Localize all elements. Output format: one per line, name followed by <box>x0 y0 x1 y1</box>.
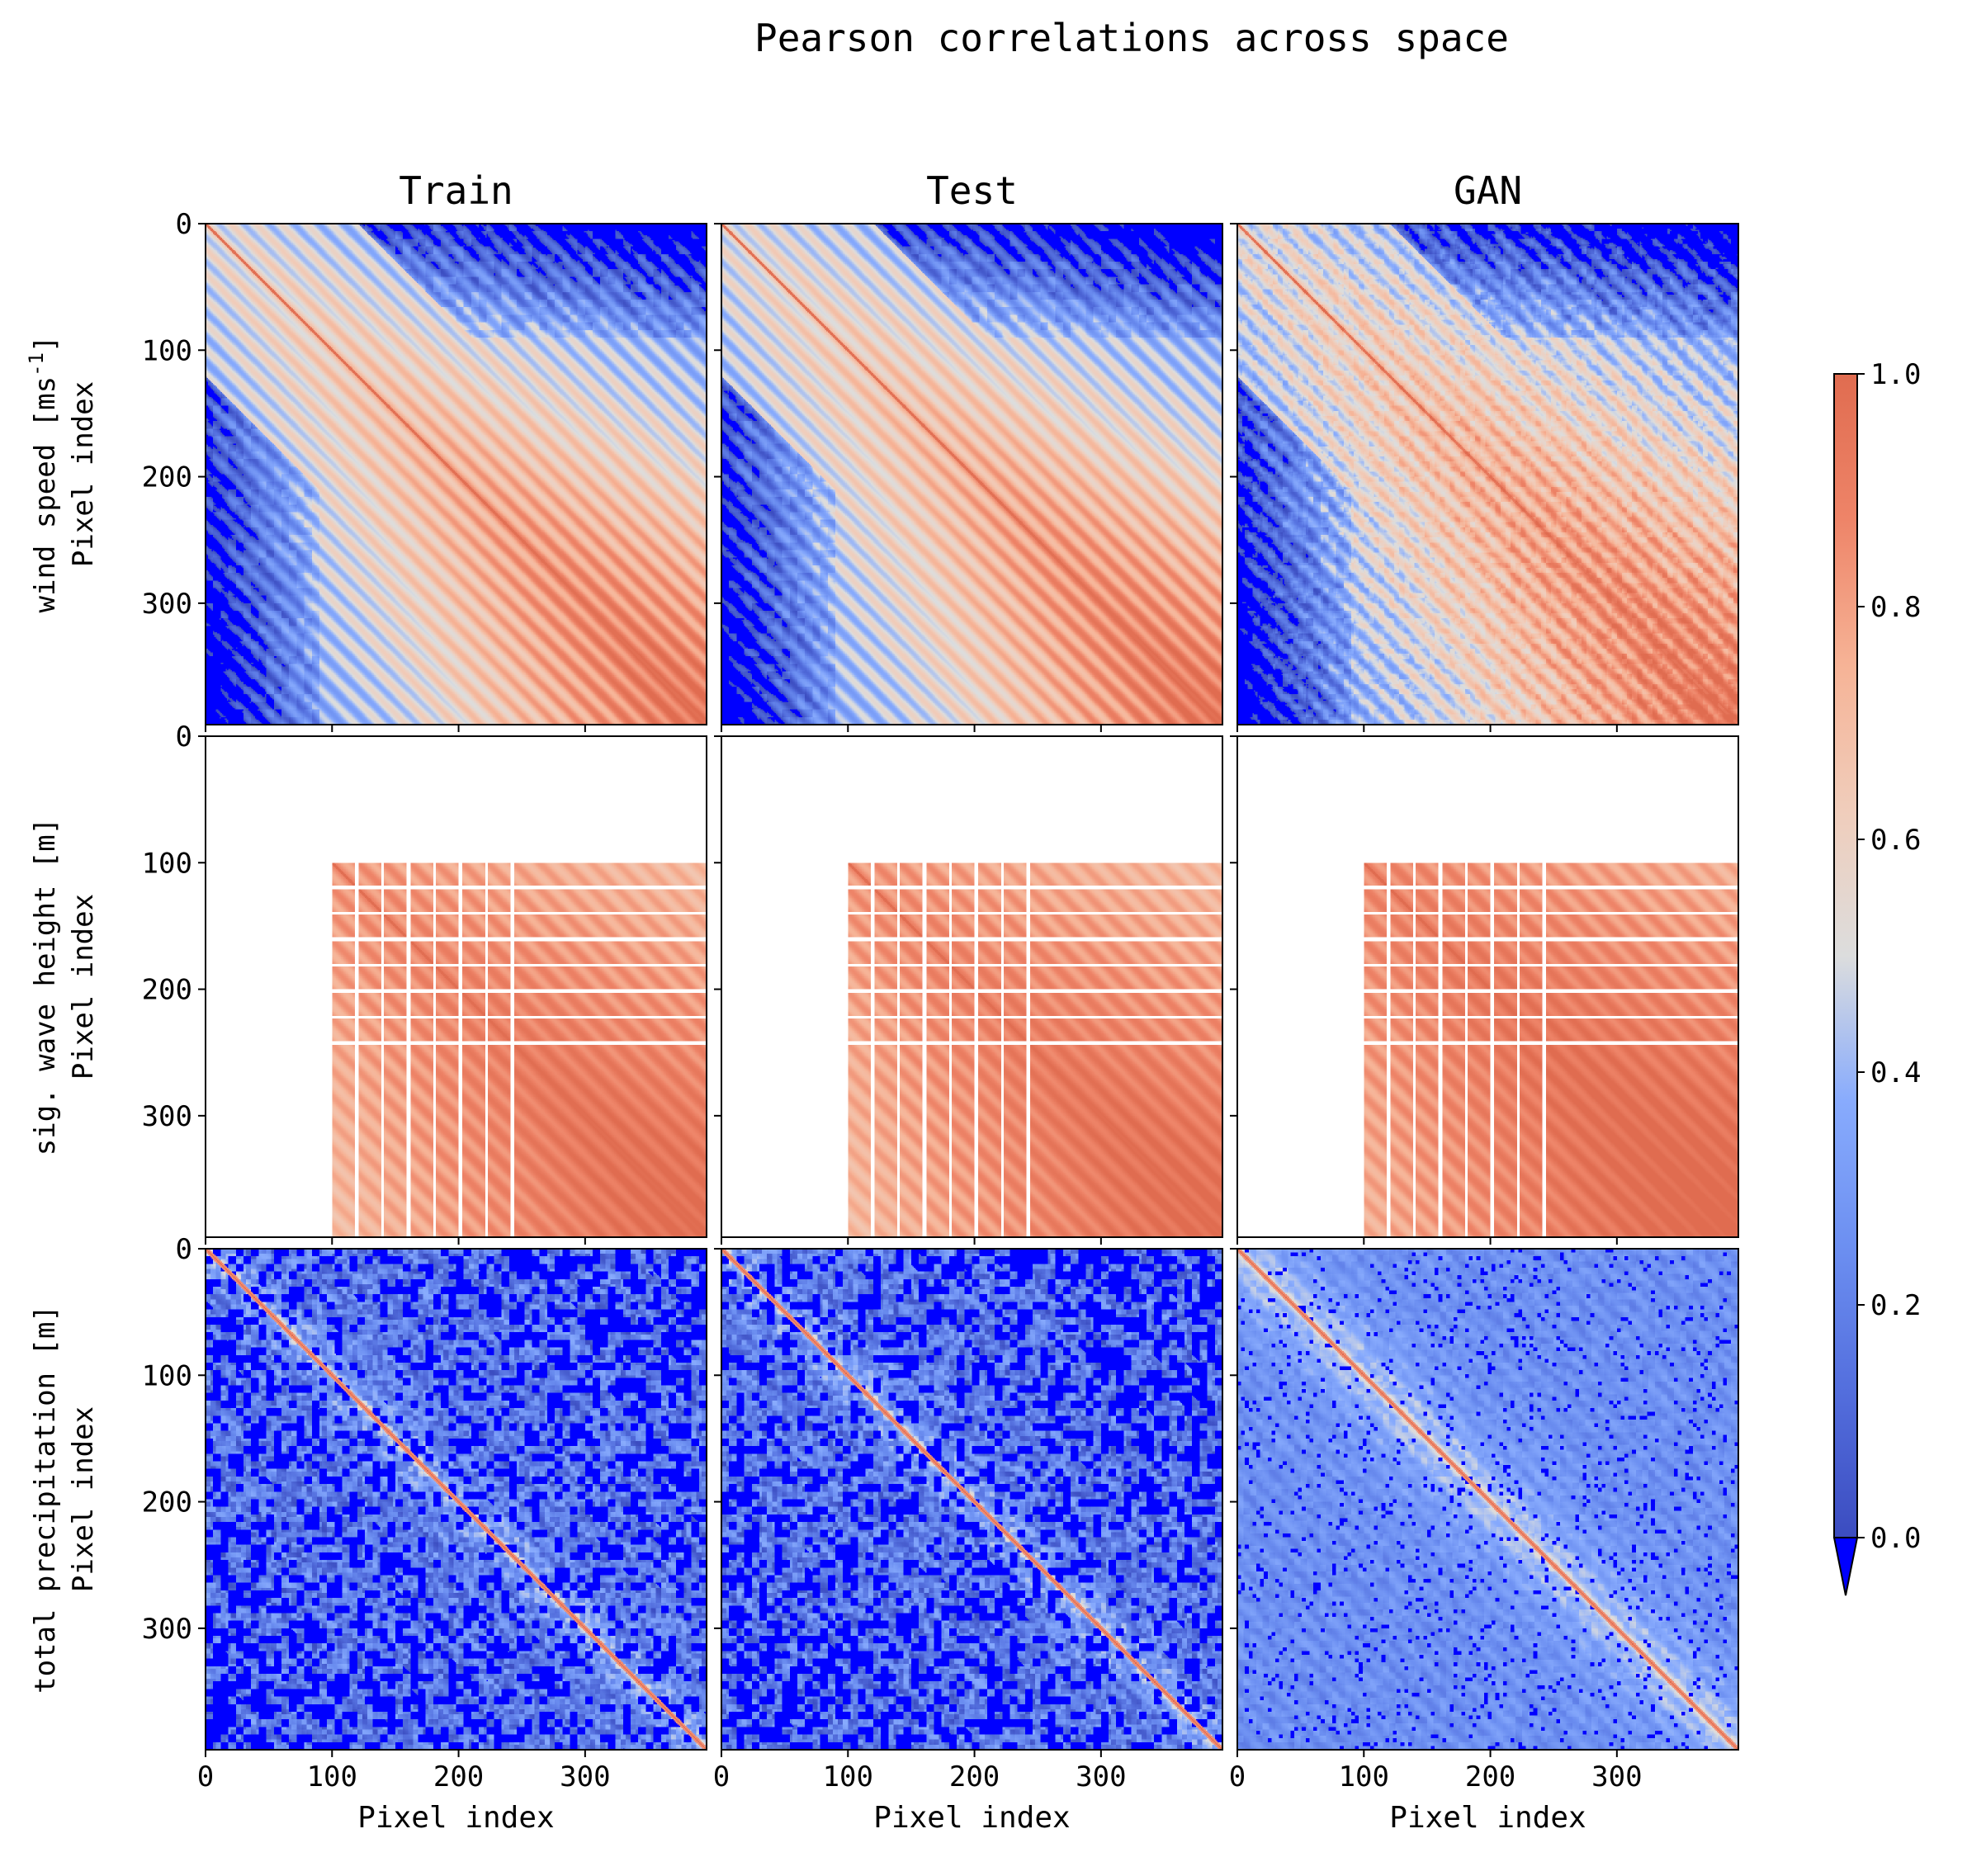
y-axis-label: Pixel index <box>67 381 100 567</box>
panel-frame <box>721 735 1223 1238</box>
x-tick-label: 100 <box>1339 1760 1389 1793</box>
panel-wave_height-train: 0 100 200 300 <box>142 721 707 1245</box>
x-tick-label: 0 <box>1229 1760 1246 1793</box>
x-axis-label: Pixel index <box>873 1801 1070 1835</box>
colorbar-gradient <box>1834 374 1857 1538</box>
heatmap-image <box>721 224 1222 725</box>
colorbar-tick-label: 0.2 <box>1870 1289 1921 1322</box>
x-axis-label: Pixel index <box>1389 1801 1586 1835</box>
panel-wave_height-gan <box>1230 735 1739 1245</box>
x-tick-label: 100 <box>307 1760 357 1793</box>
row-label-wind_speed: wind speed [ms-1] <box>25 336 62 613</box>
panel-wind_speed-train: 0 100 200 300 Train <box>142 168 707 732</box>
x-axis-label: Pixel index <box>357 1801 554 1835</box>
y-tick-label: 100 <box>142 847 192 880</box>
panel-wind_speed-gan: GAN <box>1230 168 1739 732</box>
x-tick-label: 200 <box>433 1760 484 1793</box>
panel-frame <box>1236 735 1739 1238</box>
column-title: GAN <box>1454 168 1522 213</box>
y-tick-label: 100 <box>142 1359 192 1392</box>
y-tick-label: 100 <box>142 334 192 367</box>
heatmap-image <box>206 1249 707 1750</box>
panel-frame <box>1236 1248 1739 1751</box>
y-tick-label: 0 <box>176 208 192 241</box>
y-axis-label: Pixel index <box>67 894 100 1080</box>
x-tick-label: 0 <box>197 1760 214 1793</box>
colorbar-under-extension <box>1832 1537 1859 1596</box>
y-tick-label: 300 <box>142 1613 192 1646</box>
x-tick-label: 200 <box>1465 1760 1515 1793</box>
colorbar-tick-label: 0.8 <box>1870 591 1921 624</box>
row-label-precipitation: total precipitation [m] <box>29 1305 62 1694</box>
y-tick-label: 200 <box>142 1486 192 1519</box>
x-tick-label: 100 <box>823 1760 873 1793</box>
heatmap-image <box>206 224 707 725</box>
panel-frame <box>205 1248 707 1751</box>
panel-frame <box>721 223 1223 725</box>
y-tick-label: 0 <box>176 1233 192 1266</box>
y-tick-label: 300 <box>142 588 192 621</box>
colorbar-tick-label: 0.4 <box>1870 1056 1921 1089</box>
colorbar-tick-label: 1.0 <box>1870 358 1921 391</box>
panel-wave_height-test <box>714 735 1223 1245</box>
heatmap-image <box>721 736 1222 1237</box>
y-tick-label: 0 <box>176 721 192 754</box>
colorbar-tick-label: 0.6 <box>1870 824 1921 857</box>
panel-frame <box>205 223 707 725</box>
panel-frame <box>1236 223 1739 725</box>
heatmap-image <box>721 1249 1222 1750</box>
y-tick-label: 300 <box>142 1100 192 1133</box>
colorbar: 0.0 0.2 0.4 0.6 0.8 1.0 <box>1832 358 1921 1596</box>
column-title: Test <box>926 168 1018 213</box>
panel-frame <box>721 1248 1223 1751</box>
x-tick-label: 0 <box>713 1760 730 1793</box>
y-tick-label: 200 <box>142 461 192 494</box>
heatmap-image <box>1237 1249 1738 1750</box>
heatmap-image <box>1237 736 1738 1237</box>
x-tick-label: 300 <box>1076 1760 1126 1793</box>
x-tick-label: 200 <box>949 1760 1000 1793</box>
y-axis-label: Pixel index <box>67 1406 100 1592</box>
figure-title: Pearson correlations across space <box>754 16 1509 60</box>
x-tick-label: 300 <box>560 1760 610 1793</box>
heatmap-image <box>206 736 707 1237</box>
x-tick-label: 300 <box>1591 1760 1642 1793</box>
panel-wind_speed-test: Test <box>714 168 1223 732</box>
colorbar-tick-label: 0.0 <box>1870 1522 1921 1555</box>
y-tick-label: 200 <box>142 974 192 1007</box>
colorbar-frame <box>1833 373 1858 1538</box>
heatmap-image <box>1237 224 1738 725</box>
column-title: Train <box>399 168 513 213</box>
row-label-wave_height: sig. wave height [m] <box>29 818 62 1155</box>
panel-frame <box>205 735 707 1238</box>
